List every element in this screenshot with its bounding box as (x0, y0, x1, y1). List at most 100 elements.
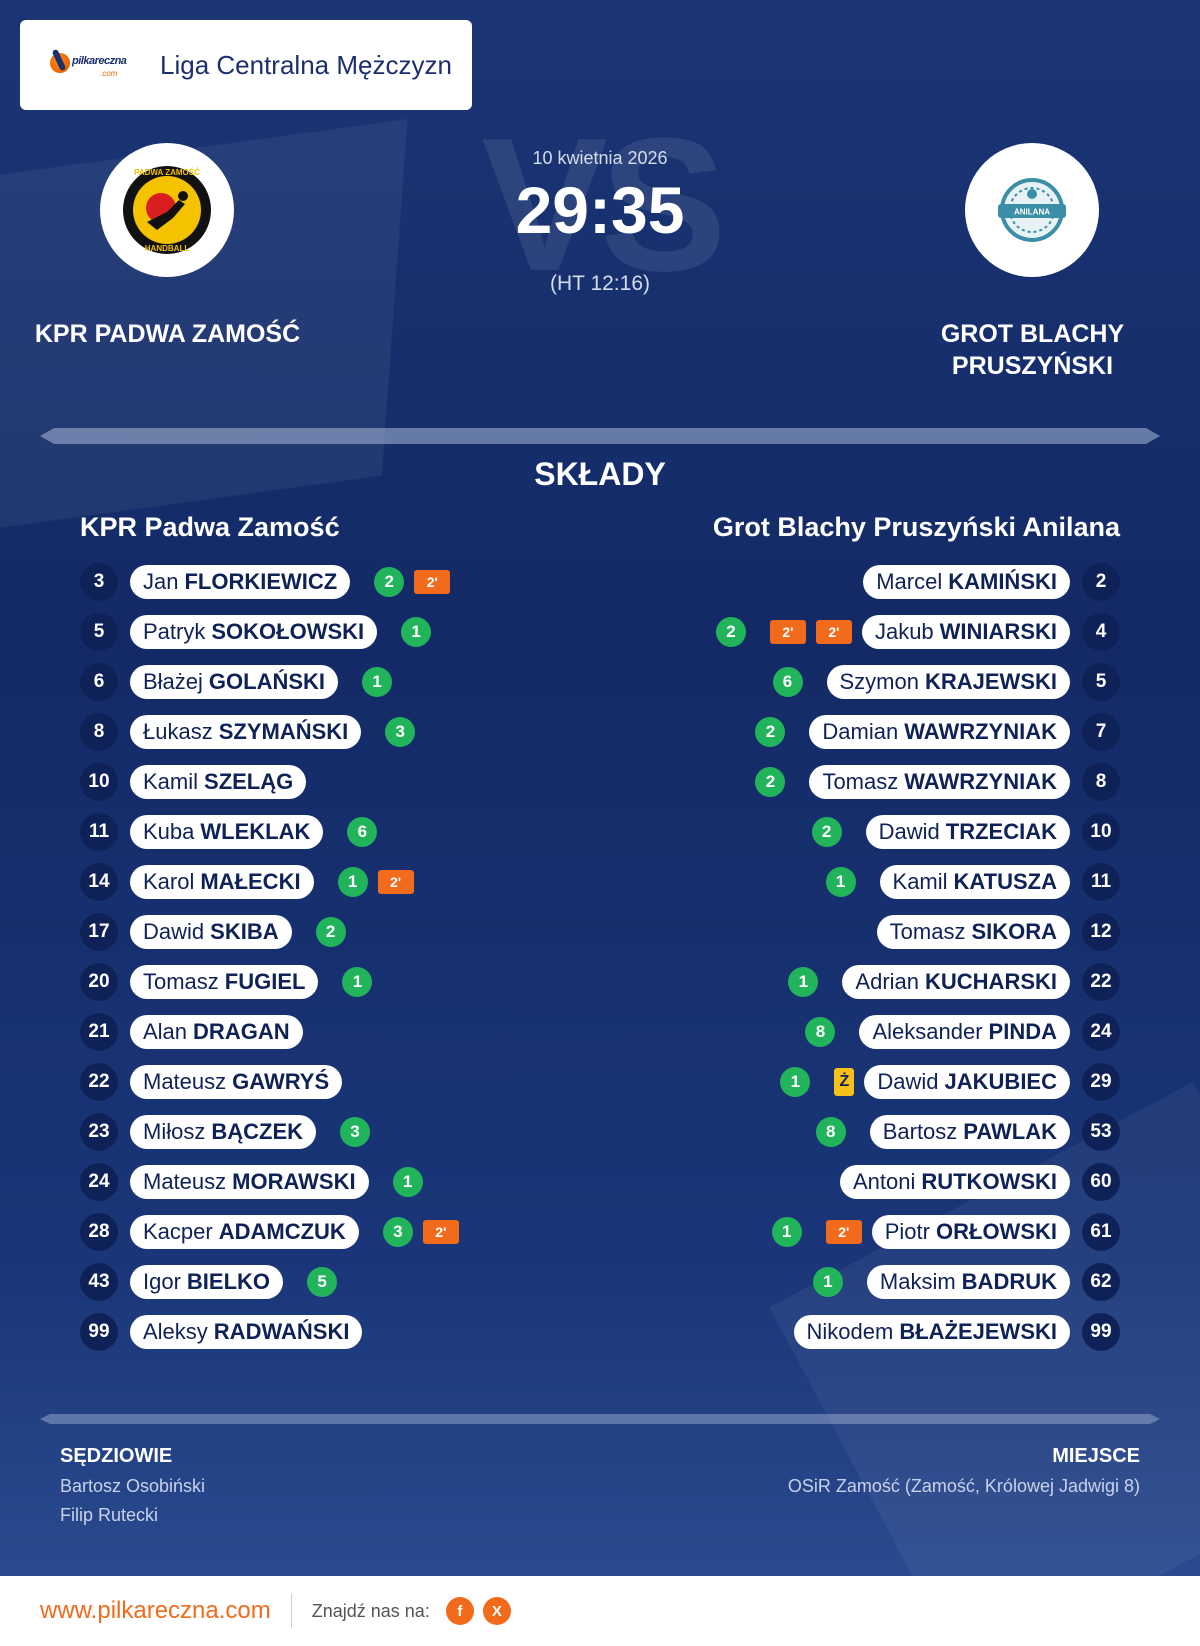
player-name[interactable]: Marcel KAMIŃSKI (863, 565, 1070, 599)
player-name[interactable]: Antoni RUTKOWSKI (839, 1165, 1070, 1199)
shirt-number: 61 (1082, 1213, 1120, 1251)
player-first-name: Dawid (878, 819, 940, 844)
player-row: 1 2' Piotr ORŁOWSKI 61 (716, 1207, 1120, 1257)
site-link[interactable]: www.pilkareczna.com (40, 1597, 271, 1624)
player-name[interactable]: Igor BIELKO (130, 1265, 284, 1299)
facebook-icon[interactable]: f (445, 1597, 474, 1625)
player-name[interactable]: Jakub WINIARSKI (861, 615, 1070, 649)
player-row: Marcel KAMIŃSKI 2 (716, 557, 1120, 607)
crest-text-bottom: HANDBALL (145, 244, 190, 253)
player-row: 2 Tomasz WAWRZYNIAK 8 (716, 757, 1120, 807)
player-name[interactable]: Błażej GOLAŃSKI (130, 665, 339, 699)
player-name[interactable]: Tomasz SIKORA (876, 915, 1070, 949)
player-name[interactable]: Adrian KUCHARSKI (842, 965, 1070, 999)
site-logo-subtext: .com (100, 69, 118, 78)
x-icon[interactable]: X (482, 1597, 511, 1625)
player-last-name: SOKOŁOWSKI (211, 619, 365, 644)
player-row: 99 Aleksy RADWAŃSKI (80, 1307, 459, 1357)
player-row: Antoni RUTKOWSKI 60 (716, 1157, 1120, 1207)
player-name[interactable]: Kamil KATUSZA (879, 865, 1070, 899)
goals-badge: 1 (825, 867, 856, 897)
player-first-name: Mateusz (143, 1169, 227, 1194)
shirt-number: 29 (1082, 1063, 1120, 1101)
player-row: 2 2' 2' Jakub WINIARSKI 4 (715, 607, 1120, 657)
player-last-name: ORŁOWSKI (936, 1219, 1057, 1244)
player-last-name: GAWRYŚ (232, 1069, 330, 1094)
player-name[interactable]: Piotr ORŁOWSKI (871, 1215, 1070, 1249)
shirt-number: 20 (80, 963, 118, 1001)
goals-badge: 8 (805, 1017, 836, 1047)
player-first-name: Karol (143, 869, 195, 894)
player-last-name: PINDA (988, 1019, 1057, 1044)
goals-badge: 1 (401, 617, 432, 647)
footer-separator (290, 1594, 292, 1628)
shirt-number: 8 (80, 713, 118, 751)
player-name[interactable]: Kuba WLEKLAK (130, 815, 324, 849)
player-name[interactable]: Dawid TRZECIAK (865, 815, 1070, 849)
player-name[interactable]: Damian WAWRZYNIAK (809, 715, 1070, 749)
away-team-name: GROT BLACHY PRUSZYŃSKI (880, 318, 1185, 382)
player-row: 20 Tomasz FUGIEL 1 (80, 957, 459, 1007)
player-first-name: Kuba (143, 819, 195, 844)
suspension-badge: 2' (825, 1220, 862, 1244)
player-first-name: Jakub (874, 619, 934, 644)
player-row: 3 Jan FLORKIEWICZ 2 2' (80, 557, 459, 607)
goals-badge: 2 (755, 767, 786, 797)
shirt-number: 12 (1082, 913, 1120, 951)
player-name[interactable]: Bartosz PAWLAK (869, 1115, 1070, 1149)
player-first-name: Jan (143, 569, 179, 594)
player-name[interactable]: Karol MAŁECKI (130, 865, 314, 899)
suspension-badge: 2' (769, 620, 806, 644)
goals-badge: 1 (337, 867, 368, 897)
player-row: 1 Adrian KUCHARSKI 22 (716, 957, 1120, 1007)
shirt-number: 99 (80, 1313, 118, 1351)
away-team-name-line1: GROT BLACHY (940, 320, 1125, 348)
player-name[interactable]: Łukasz SZYMAŃSKI (130, 715, 362, 749)
player-last-name: GOLAŃSKI (208, 669, 326, 694)
referee-name: Bartosz Osobiński (60, 1476, 206, 1496)
player-name[interactable]: Tomasz WAWRZYNIAK (809, 765, 1070, 799)
player-first-name: Kacper (143, 1219, 213, 1244)
goals-badge: 2 (715, 617, 746, 647)
goals-badge: 5 (307, 1267, 338, 1297)
away-team-logo: ANILANA (965, 143, 1099, 277)
player-row: 2 Damian WAWRZYNIAK 7 (716, 707, 1120, 757)
player-name[interactable]: Alan DRAGAN (130, 1015, 303, 1049)
player-name[interactable]: Kacper ADAMCZUK (130, 1215, 359, 1249)
player-last-name: FLORKIEWICZ (184, 569, 338, 594)
match-date: 10 kwietnia 2026 (532, 148, 668, 168)
player-row: 14 Karol MAŁECKI 1 2' (80, 857, 459, 907)
shirt-number: 11 (1082, 863, 1120, 901)
player-name[interactable]: Szymon KRAJEWSKI (826, 665, 1070, 699)
player-name[interactable]: Nikodem BŁAŻEJEWSKI (793, 1315, 1070, 1349)
home-lineup-title: KPR Padwa Zamość (80, 512, 340, 542)
player-first-name: Dawid (877, 1069, 939, 1094)
player-row: Nikodem BŁAŻEJEWSKI 99 (716, 1307, 1120, 1357)
player-last-name: WAWRZYNIAK (904, 719, 1057, 744)
match-card: VS pilkareczna .com Liga Centralna Mężcz… (0, 0, 1200, 1576)
player-name[interactable]: Miłosz BĄCZEK (130, 1115, 317, 1149)
goals-badge: 3 (385, 717, 416, 747)
player-last-name: BŁAŻEJEWSKI (899, 1319, 1057, 1344)
player-last-name: BĄCZEK (211, 1119, 304, 1144)
player-name[interactable]: Patryk SOKOŁOWSKI (130, 615, 378, 649)
player-first-name: Maksim (879, 1269, 956, 1294)
player-name[interactable]: Mateusz GAWRYŚ (130, 1065, 343, 1099)
shirt-number: 8 (1082, 763, 1120, 801)
player-last-name: RADWAŃSKI (213, 1319, 350, 1344)
player-name[interactable]: Jan FLORKIEWICZ (130, 565, 351, 599)
player-row: 28 Kacper ADAMCZUK 3 2' (80, 1207, 459, 1257)
site-logo[interactable]: pilkareczna .com (50, 45, 140, 85)
player-last-name: TRZECIAK (945, 819, 1057, 844)
crest-text-top: PADWA ZAMOŚĆ (134, 168, 200, 177)
player-name[interactable]: Aleksander PINDA (859, 1015, 1070, 1049)
player-name[interactable]: Dawid SKIBA (130, 915, 292, 949)
shirt-number: 24 (1082, 1013, 1120, 1051)
player-name[interactable]: Dawid JAKUBIEC (864, 1065, 1070, 1099)
shirt-number: 2 (1082, 563, 1120, 601)
player-name[interactable]: Aleksy RADWAŃSKI (130, 1315, 363, 1349)
player-name[interactable]: Kamil SZELĄG (130, 765, 307, 799)
player-name[interactable]: Mateusz MORAWSKI (130, 1165, 369, 1199)
player-name[interactable]: Tomasz FUGIEL (130, 965, 319, 999)
player-name[interactable]: Maksim BADRUK (866, 1265, 1070, 1299)
